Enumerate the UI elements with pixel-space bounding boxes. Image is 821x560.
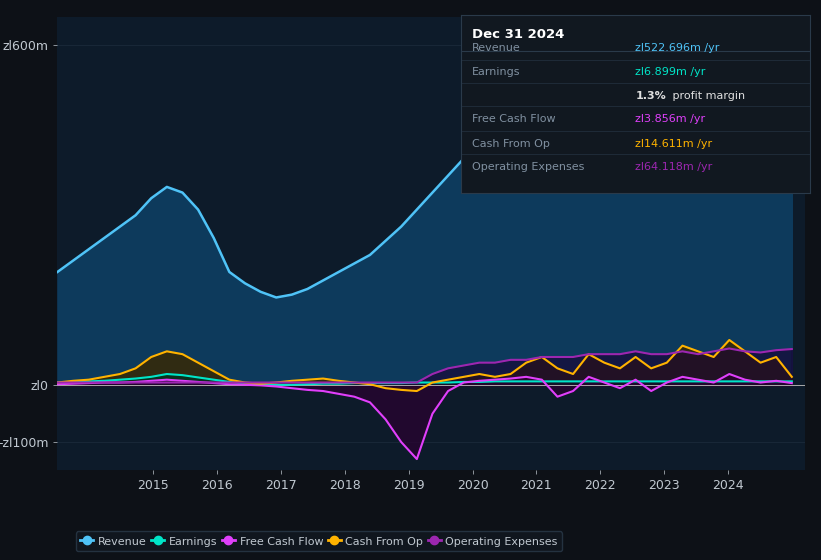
Text: zl64.118m /yr: zl64.118m /yr [635, 162, 713, 172]
Text: Operating Expenses: Operating Expenses [472, 162, 585, 172]
Text: Dec 31 2024: Dec 31 2024 [472, 27, 564, 40]
Text: zl522.696m /yr: zl522.696m /yr [635, 43, 720, 53]
Text: zl6.899m /yr: zl6.899m /yr [635, 67, 706, 77]
Text: Cash From Op: Cash From Op [472, 139, 550, 149]
Text: zl3.856m /yr: zl3.856m /yr [635, 114, 705, 124]
Text: Free Cash Flow: Free Cash Flow [472, 114, 556, 124]
Text: profit margin: profit margin [668, 91, 745, 101]
Text: Earnings: Earnings [472, 67, 521, 77]
Text: zl14.611m /yr: zl14.611m /yr [635, 139, 713, 149]
Text: 1.3%: 1.3% [635, 91, 666, 101]
Text: Revenue: Revenue [472, 43, 521, 53]
Legend: Revenue, Earnings, Free Cash Flow, Cash From Op, Operating Expenses: Revenue, Earnings, Free Cash Flow, Cash … [76, 531, 562, 551]
